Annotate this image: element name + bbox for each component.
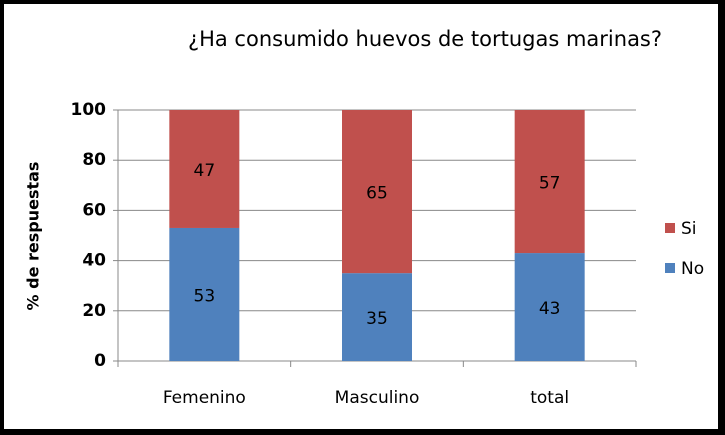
y-tick-label: 20 xyxy=(82,301,106,321)
bar-segment xyxy=(342,273,412,361)
y-tick-label: 0 xyxy=(94,351,106,371)
legend-swatch xyxy=(665,263,675,273)
y-tick-label: 60 xyxy=(82,200,106,220)
bar-segment xyxy=(169,227,240,361)
bar-segment xyxy=(514,110,585,254)
data-label: 43 xyxy=(539,299,561,319)
bar-segment xyxy=(169,110,240,228)
y-tick-label: 80 xyxy=(82,150,106,170)
x-tick-label: Femenino xyxy=(163,388,246,408)
data-label: 53 xyxy=(194,286,216,306)
chart-title: ¿Ha consumido huevos de tortugas marinas… xyxy=(188,27,662,51)
y-tick-label: 100 xyxy=(71,100,107,120)
data-label: 57 xyxy=(539,174,561,194)
y-tick-label: 40 xyxy=(82,251,106,271)
data-label: 35 xyxy=(366,309,388,329)
x-tick-label: Masculino xyxy=(335,388,420,408)
bar-segment xyxy=(514,253,585,361)
legend-label: Si xyxy=(681,219,697,239)
data-label: 65 xyxy=(366,184,388,204)
bar-segment xyxy=(342,110,412,274)
data-label: 47 xyxy=(194,161,216,181)
legend-label: No xyxy=(681,259,704,279)
legend-swatch xyxy=(665,223,675,233)
x-tick-label: total xyxy=(530,388,569,408)
y-axis-label: % de respuestas xyxy=(24,162,43,311)
